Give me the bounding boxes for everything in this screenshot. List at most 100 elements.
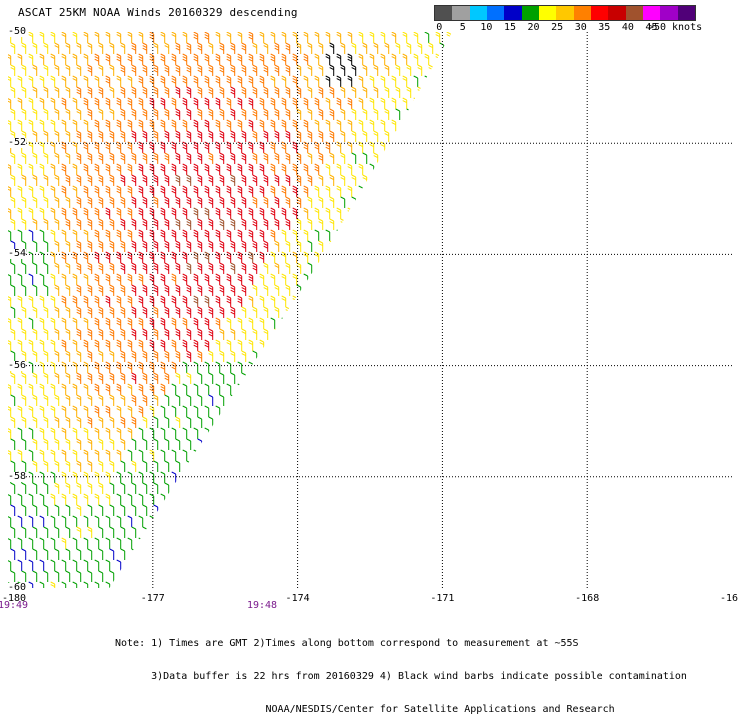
- wind-barb: [226, 119, 232, 131]
- wind-barb: [131, 174, 137, 186]
- wind-barb: [237, 273, 243, 285]
- wind-barb: [76, 482, 82, 494]
- wind-barb: [314, 251, 320, 263]
- wind-barb: [10, 548, 16, 560]
- wind-barb: [160, 75, 166, 87]
- wind-barb: [65, 306, 71, 318]
- wind-barb: [248, 97, 254, 109]
- wind-barb: [164, 482, 170, 494]
- wind-barb: [8, 515, 12, 527]
- wind-barb: [72, 581, 78, 588]
- wind-barb: [39, 471, 45, 483]
- wind-barb: [175, 196, 181, 208]
- wind-barb: [50, 53, 56, 65]
- wind-barb: [149, 141, 155, 153]
- wind-barb: [219, 328, 225, 340]
- wind-barb: [281, 251, 287, 263]
- wind-barb: [76, 460, 82, 472]
- wind-barb: [208, 284, 214, 296]
- wind-barb: [10, 108, 16, 120]
- wind-barb: [270, 273, 276, 285]
- wind-barb: [54, 548, 60, 560]
- wind-barb: [160, 32, 166, 43]
- wind-barb: [175, 394, 181, 406]
- wind-barb: [142, 174, 148, 186]
- wind-barb: [120, 174, 126, 186]
- wind-barb: [391, 75, 397, 87]
- wind-barb: [127, 295, 133, 307]
- wind-barb: [21, 86, 27, 98]
- wind-barb: [120, 306, 126, 318]
- wind-barb: [72, 537, 78, 549]
- wind-barb: [50, 207, 56, 219]
- lon-tick-label: -171: [430, 593, 455, 604]
- wind-barb: [380, 119, 386, 131]
- wind-barb: [215, 185, 221, 197]
- wind-barb: [61, 53, 67, 65]
- map-area[interactable]: [8, 32, 732, 588]
- wind-barb: [263, 306, 269, 318]
- wind-barb: [83, 493, 89, 505]
- wind-barb: [120, 86, 126, 98]
- wind-barb: [83, 449, 89, 461]
- wind-barb: [83, 185, 89, 197]
- wind-barb: [94, 97, 100, 109]
- wind-barb: [54, 284, 60, 296]
- wind-barb: [94, 537, 100, 549]
- wind-barb: [142, 416, 148, 428]
- wind-barb: [10, 218, 16, 230]
- wind-barb: [142, 108, 148, 120]
- wind-barb: [65, 328, 71, 340]
- wind-barb: [329, 64, 335, 76]
- wind-barb: [61, 383, 67, 395]
- wind-barb: [43, 372, 49, 384]
- wind-barb: [138, 317, 144, 329]
- wind-barb: [329, 130, 335, 142]
- wind-barb: [248, 185, 254, 197]
- wind-barb: [186, 130, 192, 142]
- wind-barb: [72, 97, 78, 109]
- wind-barb: [131, 482, 137, 494]
- wind-barb: [65, 240, 71, 252]
- wind-barb: [72, 339, 78, 351]
- wind-barb: [149, 163, 155, 175]
- wind-speed-legend: 0 5 10 15 20 25 30 35 40 45 >50 knots: [434, 5, 702, 33]
- wind-barb: [50, 273, 56, 285]
- wind-barb: [50, 493, 56, 505]
- wind-barb: [116, 273, 122, 285]
- wind-barb: [395, 42, 401, 54]
- wind-barb: [39, 119, 45, 131]
- wind-barb: [252, 306, 258, 318]
- wind-barb: [65, 482, 71, 494]
- wind-barb: [50, 383, 56, 395]
- wind-barb: [109, 218, 115, 230]
- wind-barb: [98, 482, 104, 494]
- wind-barb: [193, 97, 199, 109]
- wind-barb: [127, 119, 133, 131]
- wind-barb: [87, 130, 93, 142]
- wind-barb: [21, 64, 27, 76]
- wind-barb: [230, 130, 236, 142]
- wind-barb: [292, 32, 298, 43]
- wind-barb: [230, 152, 236, 164]
- wind-barb: [83, 361, 89, 373]
- wind-barb: [21, 548, 27, 560]
- wind-barb: [237, 119, 243, 131]
- wind-barb: [120, 394, 126, 406]
- wind-barb: [160, 361, 166, 373]
- wind-barb: [109, 570, 115, 582]
- wind-barb: [171, 53, 177, 65]
- wind-barb: [237, 317, 243, 329]
- wind-barb: [204, 119, 210, 131]
- wind-barb: [380, 53, 386, 65]
- wind-barb: [237, 97, 243, 109]
- wind-barb: [94, 493, 100, 505]
- wind-barb: [109, 350, 115, 362]
- wind-barb: [43, 460, 49, 472]
- wind-barb: [215, 339, 221, 351]
- wind-barb: [17, 273, 23, 285]
- wind-barb: [131, 42, 137, 54]
- wind-barb: [241, 284, 247, 296]
- wind-barb: [94, 559, 100, 571]
- wind-barb: [164, 328, 170, 340]
